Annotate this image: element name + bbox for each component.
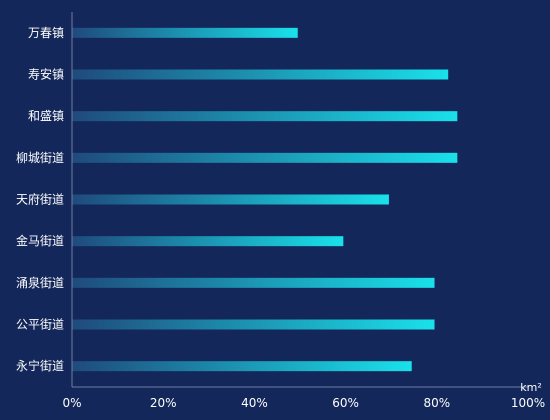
x-tick-label: 0% [62,396,81,410]
category-label: 天府街道 [16,192,64,207]
bar [72,27,298,38]
bar [72,236,344,247]
category-label: 永宁街道 [16,358,64,373]
bar [72,194,389,205]
bars-group [72,27,458,372]
x-tick-label: 60% [332,396,359,410]
category-label: 万春镇 [28,26,64,40]
x-tick-label: 100% [511,396,545,410]
bar [72,111,458,122]
bar [72,152,458,163]
x-tick-label: 80% [423,396,450,410]
bar [72,361,412,372]
x-tick-label: 20% [150,396,177,410]
category-label: 柳城街道 [16,151,64,165]
category-label: 涌泉街道 [16,276,64,290]
x-tick-labels: 0% 20% 40% 60% 80% 100% [62,396,545,410]
x-axis-unit-label: km² [520,381,542,394]
category-label: 寿安镇 [28,67,64,82]
category-label: 金马街道 [16,233,64,248]
x-tick-label: 40% [241,396,268,410]
bar [72,277,435,288]
bar [72,69,449,80]
category-label: 和盛镇 [28,108,64,123]
category-label: 公平街道 [16,318,64,332]
bar [72,319,435,330]
